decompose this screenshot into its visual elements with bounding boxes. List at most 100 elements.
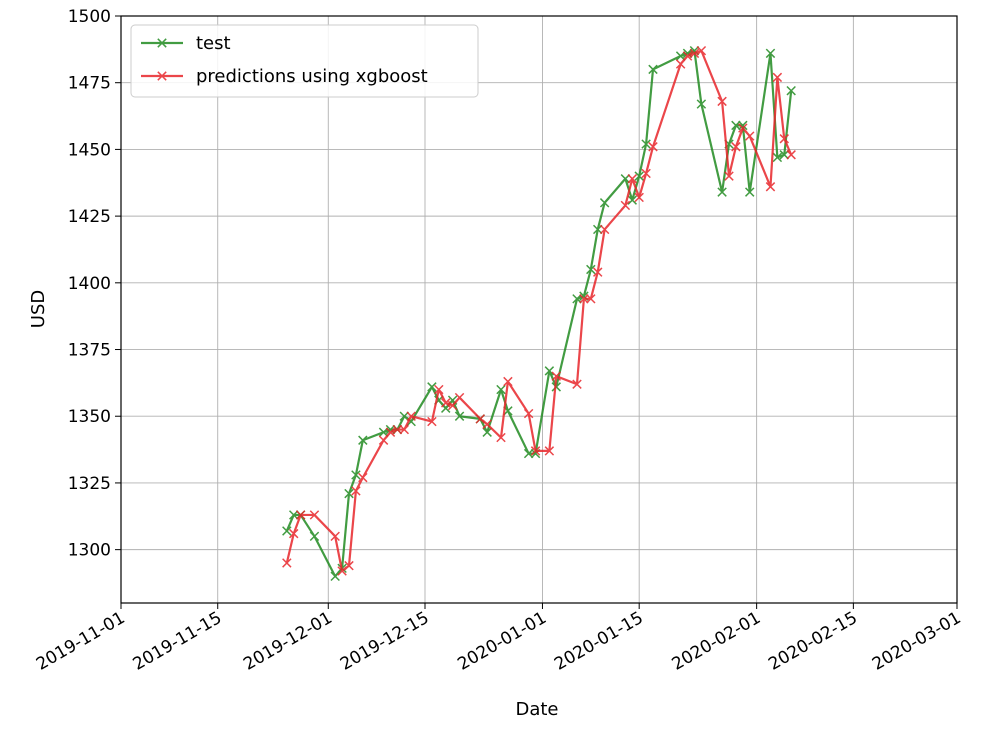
series-predictions-using-xgboost <box>282 45 796 576</box>
data-point <box>385 427 396 437</box>
y-tick-label: 1375 <box>68 341 111 361</box>
data-point <box>337 566 347 576</box>
data-point <box>627 174 638 184</box>
data-point <box>586 294 596 304</box>
data-point <box>309 531 320 542</box>
data-point <box>586 264 596 275</box>
data-point <box>344 488 354 499</box>
legend-marker <box>157 38 167 48</box>
data-point <box>378 435 389 445</box>
data-point <box>779 150 790 160</box>
series-layer <box>282 45 796 582</box>
x-axis-label: Date <box>515 699 558 720</box>
data-point <box>599 198 610 208</box>
y-tick-label: 1300 <box>68 541 111 561</box>
data-point <box>358 472 368 483</box>
data-point <box>351 486 361 496</box>
data-point <box>330 571 340 582</box>
y-tick-label: 1325 <box>68 474 111 494</box>
data-point <box>378 427 389 437</box>
data-point <box>440 398 451 408</box>
y-tick-label: 1350 <box>68 407 111 427</box>
data-point <box>447 400 458 411</box>
data-point <box>434 384 444 395</box>
legend-label: predictions using xgboost <box>196 66 428 87</box>
data-point <box>523 448 534 459</box>
data-point <box>641 168 651 179</box>
data-point <box>282 558 292 568</box>
data-point <box>627 195 638 205</box>
data-point <box>779 134 790 144</box>
data-point <box>738 123 748 133</box>
legend-marker <box>157 71 167 81</box>
data-point <box>786 85 796 96</box>
y-tick-label: 1475 <box>68 74 111 94</box>
data-point <box>682 48 693 59</box>
y-tick-label: 1500 <box>68 7 111 27</box>
data-point <box>696 45 707 56</box>
data-point <box>744 131 755 141</box>
y-tick-label: 1425 <box>68 207 111 227</box>
data-point <box>579 294 589 304</box>
y-tick-label: 1450 <box>68 140 111 160</box>
data-point <box>358 435 368 445</box>
data-point <box>717 96 727 107</box>
data-point <box>482 427 492 437</box>
data-point <box>309 510 320 520</box>
data-point <box>523 408 534 419</box>
data-point <box>592 267 603 277</box>
data-point <box>772 72 783 83</box>
data-point <box>406 411 416 421</box>
y-axis-label: USD <box>28 290 49 328</box>
data-point <box>344 560 354 571</box>
data-point <box>744 187 755 197</box>
data-point <box>634 171 644 181</box>
data-point <box>648 64 658 75</box>
data-point <box>351 470 361 480</box>
data-point <box>648 142 658 152</box>
data-point <box>288 528 299 539</box>
data-point <box>475 414 486 424</box>
data-point <box>738 120 748 131</box>
data-point <box>427 382 437 392</box>
data-point <box>572 379 582 389</box>
data-point <box>295 510 306 520</box>
data-point <box>288 510 299 520</box>
data-point <box>572 294 582 304</box>
legend-box <box>130 24 479 98</box>
data-point <box>385 424 396 435</box>
series-line-test <box>285 49 793 578</box>
legend: test predictions using xgboost <box>130 24 479 98</box>
data-point <box>675 51 686 61</box>
plot-frame <box>120 15 958 604</box>
data-point <box>682 51 693 61</box>
data-point <box>786 150 796 160</box>
data-point <box>551 371 562 381</box>
data-point <box>731 120 741 131</box>
data-point <box>724 171 734 181</box>
data-point <box>765 182 776 192</box>
data-point <box>592 224 603 235</box>
legend-item <box>141 71 183 81</box>
data-point <box>731 142 741 152</box>
data-point <box>634 192 644 203</box>
legend-label: test <box>196 33 231 54</box>
data-point <box>399 424 410 435</box>
data-point <box>530 446 541 456</box>
data-point <box>689 48 700 59</box>
data-point <box>696 99 707 109</box>
data-point <box>496 384 506 395</box>
data-point <box>427 416 437 427</box>
legend-item <box>141 38 183 48</box>
data-point <box>496 432 506 443</box>
data-point <box>282 526 292 536</box>
data-point <box>544 446 555 456</box>
data-point <box>454 411 465 421</box>
data-point <box>503 376 513 387</box>
data-point <box>454 392 465 403</box>
data-point <box>482 419 492 429</box>
data-point <box>765 48 776 59</box>
data-point <box>620 200 631 211</box>
data-point <box>330 531 340 542</box>
